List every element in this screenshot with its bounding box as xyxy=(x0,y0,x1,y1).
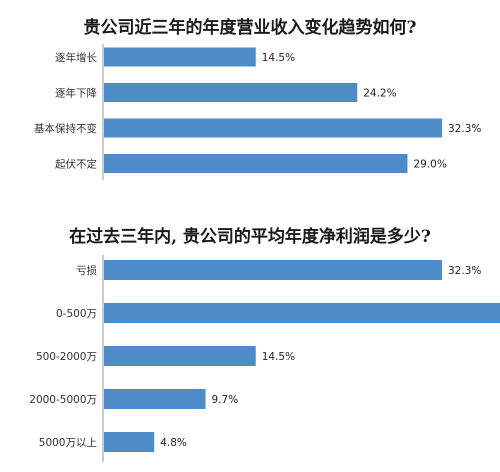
chart-1-bar-4 xyxy=(104,154,408,173)
chart-1-bar-2 xyxy=(104,83,358,102)
chart-2-bar-3 xyxy=(104,346,256,366)
chart-1-bars: 逐年增长 14.5% 逐年下降 24.2% 基本保持不变 32.3% 起伏不定 29.0% xyxy=(34,47,481,173)
chart-2-category-label: 0-500万 xyxy=(56,308,97,320)
chart-2-value-label: 4.8% xyxy=(160,437,187,449)
chart-1-bar-1 xyxy=(104,47,256,67)
chart-2-bar-2 xyxy=(104,303,500,323)
chart-2-category-label: 亏损 xyxy=(76,264,97,277)
chart-1-bar-3 xyxy=(104,118,442,138)
chart-1-value-label: 29.0% xyxy=(413,159,446,171)
chart-2-value-label: 32.3% xyxy=(448,265,481,277)
chart-2-title: 在过去三年内, 贵公司的平均年度净利润是多少? xyxy=(69,226,431,247)
chart-1-value-label: 32.3% xyxy=(448,123,481,135)
chart-2-category-label: 2000-5000万 xyxy=(29,394,97,406)
chart-2-bar-4 xyxy=(104,389,206,409)
chart-1-category-label: 逐年增长 xyxy=(55,51,97,64)
chart-1-category-label: 基本保持不变 xyxy=(34,122,97,135)
chart-1-value-label: 14.5% xyxy=(262,52,295,64)
chart-2-category-label: 5000万以上 xyxy=(39,437,97,449)
chart-1-category-label: 逐年下降 xyxy=(55,87,97,100)
chart-1-value-label: 24.2% xyxy=(363,88,396,100)
chart-2-value-label: 14.5% xyxy=(262,351,295,363)
chart-2-value-label: 9.7% xyxy=(212,394,239,406)
chart-1-category-label: 起伏不定 xyxy=(55,158,97,171)
chart-2-bar-5 xyxy=(104,432,155,452)
chart-1-title: 贵公司近三年的年度营业收入变化趋势如何? xyxy=(84,17,417,38)
chart-2-bar-1 xyxy=(104,260,442,280)
chart-2-category-label: 500-2000万 xyxy=(36,351,97,363)
chart-2-bars: 亏损32.3%0-500万38.7%500-2000万14.5%2000-500… xyxy=(29,260,500,452)
